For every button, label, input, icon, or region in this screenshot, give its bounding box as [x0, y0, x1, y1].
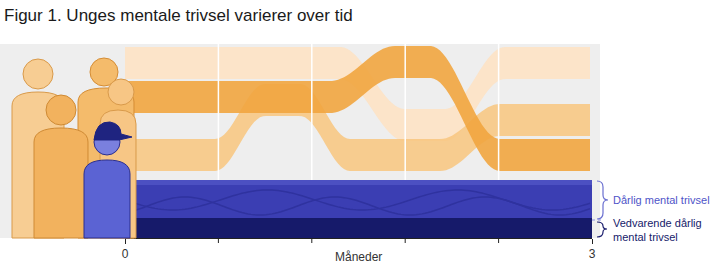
svg-text:0: 0 [122, 247, 129, 261]
svg-text:Figur 1. Unges mentale trivsel: Figur 1. Unges mentale trivsel varierer … [4, 6, 353, 25]
svg-text:3: 3 [589, 247, 596, 261]
svg-text:Vedvarende dårligmental trivse: Vedvarende dårligmental trivsel [613, 217, 702, 243]
svg-text:Dårlig mental trivsel: Dårlig mental trivsel [613, 194, 710, 206]
svg-text:Måneder: Måneder [335, 250, 382, 264]
